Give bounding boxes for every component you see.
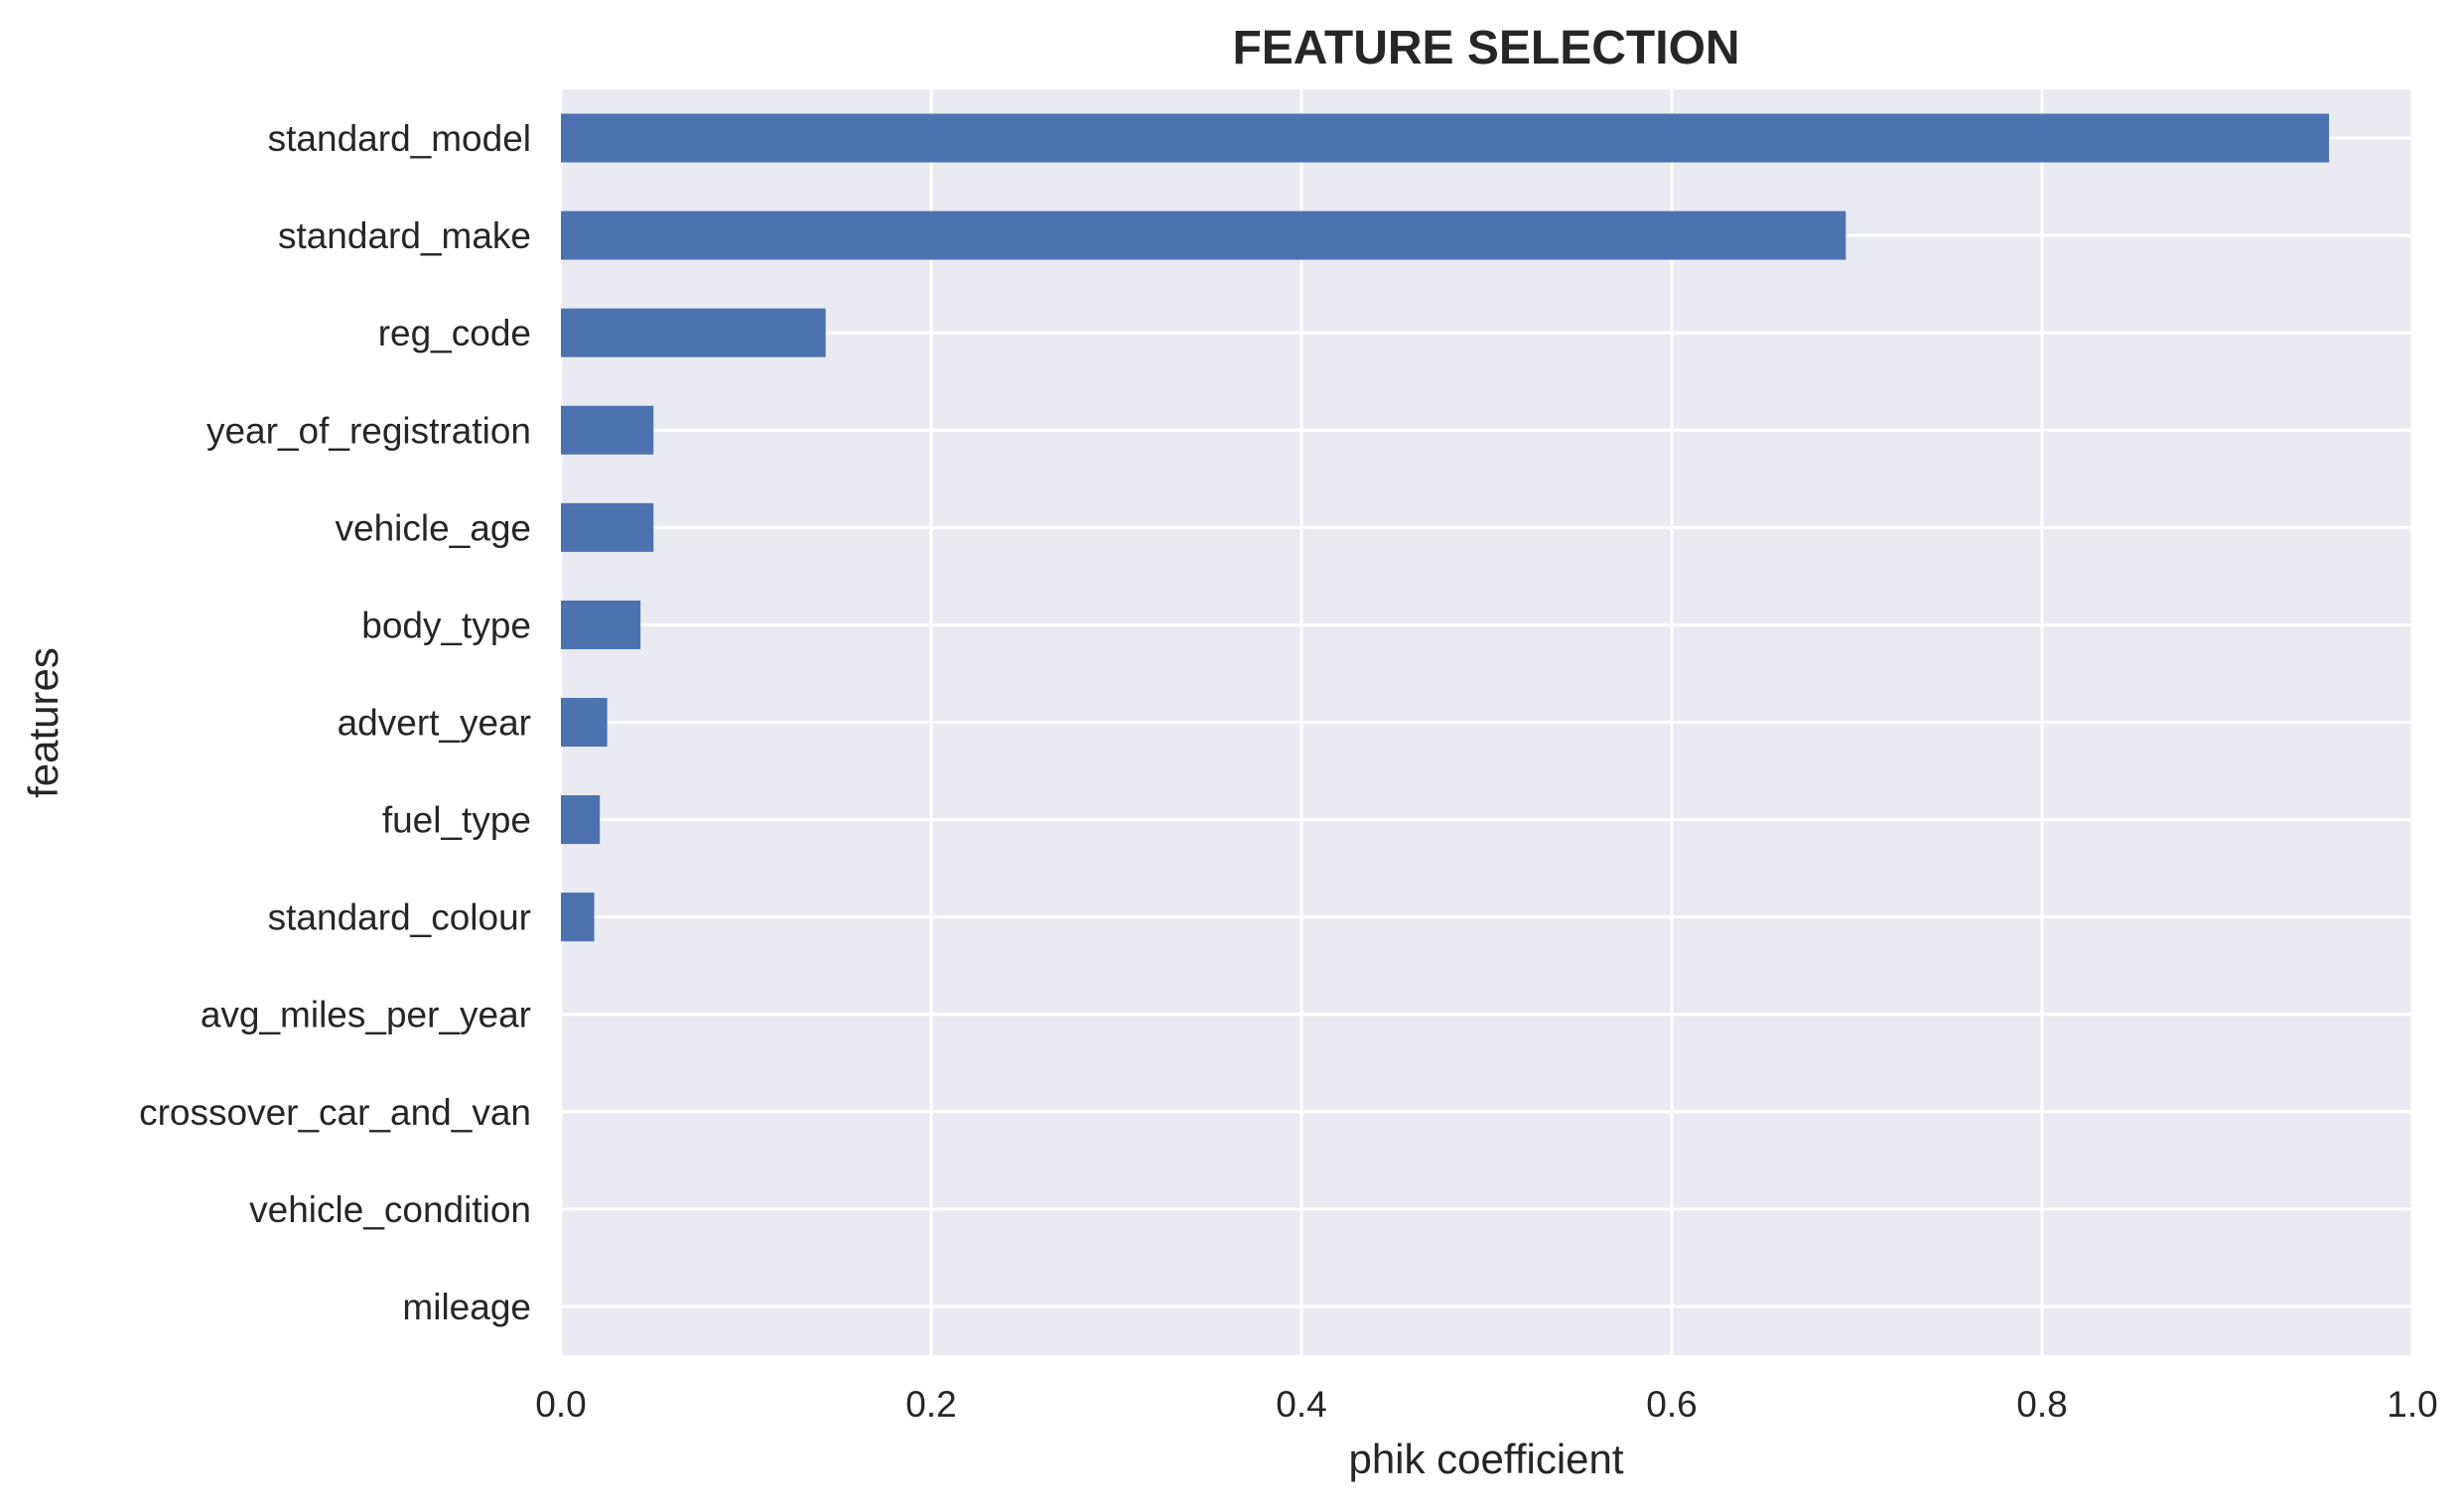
y-tick-label-vehicle_condition: vehicle_condition: [249, 1189, 531, 1230]
y-axis-label: features: [20, 647, 67, 798]
x-tick-label: 0.4: [1276, 1384, 1326, 1425]
x-tick-label: 0.6: [1646, 1384, 1697, 1425]
x-tick-label: 0.0: [535, 1384, 586, 1425]
bar-standard_model: [561, 113, 2330, 163]
bar-vehicle_age: [561, 502, 654, 552]
y-tick-label-vehicle_age: vehicle_age: [336, 507, 531, 548]
y-tick-label-standard_colour: standard_colour: [268, 897, 531, 938]
bar-reg_code: [561, 308, 826, 357]
x-tick-labels: 0.0 0.2 0.4 0.6 0.8 1.0: [535, 1384, 2437, 1425]
y-tick-label-year_of_registration: year_of_registration: [206, 410, 531, 451]
y-tick-label-body_type: body_type: [361, 605, 531, 645]
y-tick-label-mileage: mileage: [402, 1287, 531, 1327]
bar-standard_make: [561, 210, 1846, 260]
bar-year_of_registration: [561, 405, 654, 455]
y-tick-label-avg_miles_per_year: avg_miles_per_year: [201, 995, 531, 1035]
x-tick-label: 0.8: [2016, 1384, 2067, 1425]
y-tick-label-advert_year: advert_year: [338, 703, 531, 744]
bar-standard_colour: [561, 893, 595, 942]
y-tick-label-crossover_car_and_van: crossover_car_and_van: [139, 1092, 531, 1133]
chart-title: FEATURE SELECTION: [1232, 22, 1739, 74]
bar-advert_year: [561, 697, 608, 748]
y-tick-label-standard_make: standard_make: [278, 215, 531, 256]
y-tick-label-fuel_type: fuel_type: [382, 800, 531, 841]
bars: [561, 113, 2330, 942]
x-tick-label: 1.0: [2387, 1384, 2437, 1425]
y-tick-label-reg_code: reg_code: [378, 313, 531, 353]
x-tick-label: 0.2: [905, 1384, 956, 1425]
bar-fuel_type: [561, 795, 601, 845]
y-tick-labels: standard_model standard_make reg_code year_…: [139, 118, 531, 1327]
y-tick-label-standard_model: standard_model: [268, 118, 531, 159]
bar-body_type: [561, 600, 641, 649]
x-axis-label: phik coefficient: [1348, 1436, 1623, 1482]
